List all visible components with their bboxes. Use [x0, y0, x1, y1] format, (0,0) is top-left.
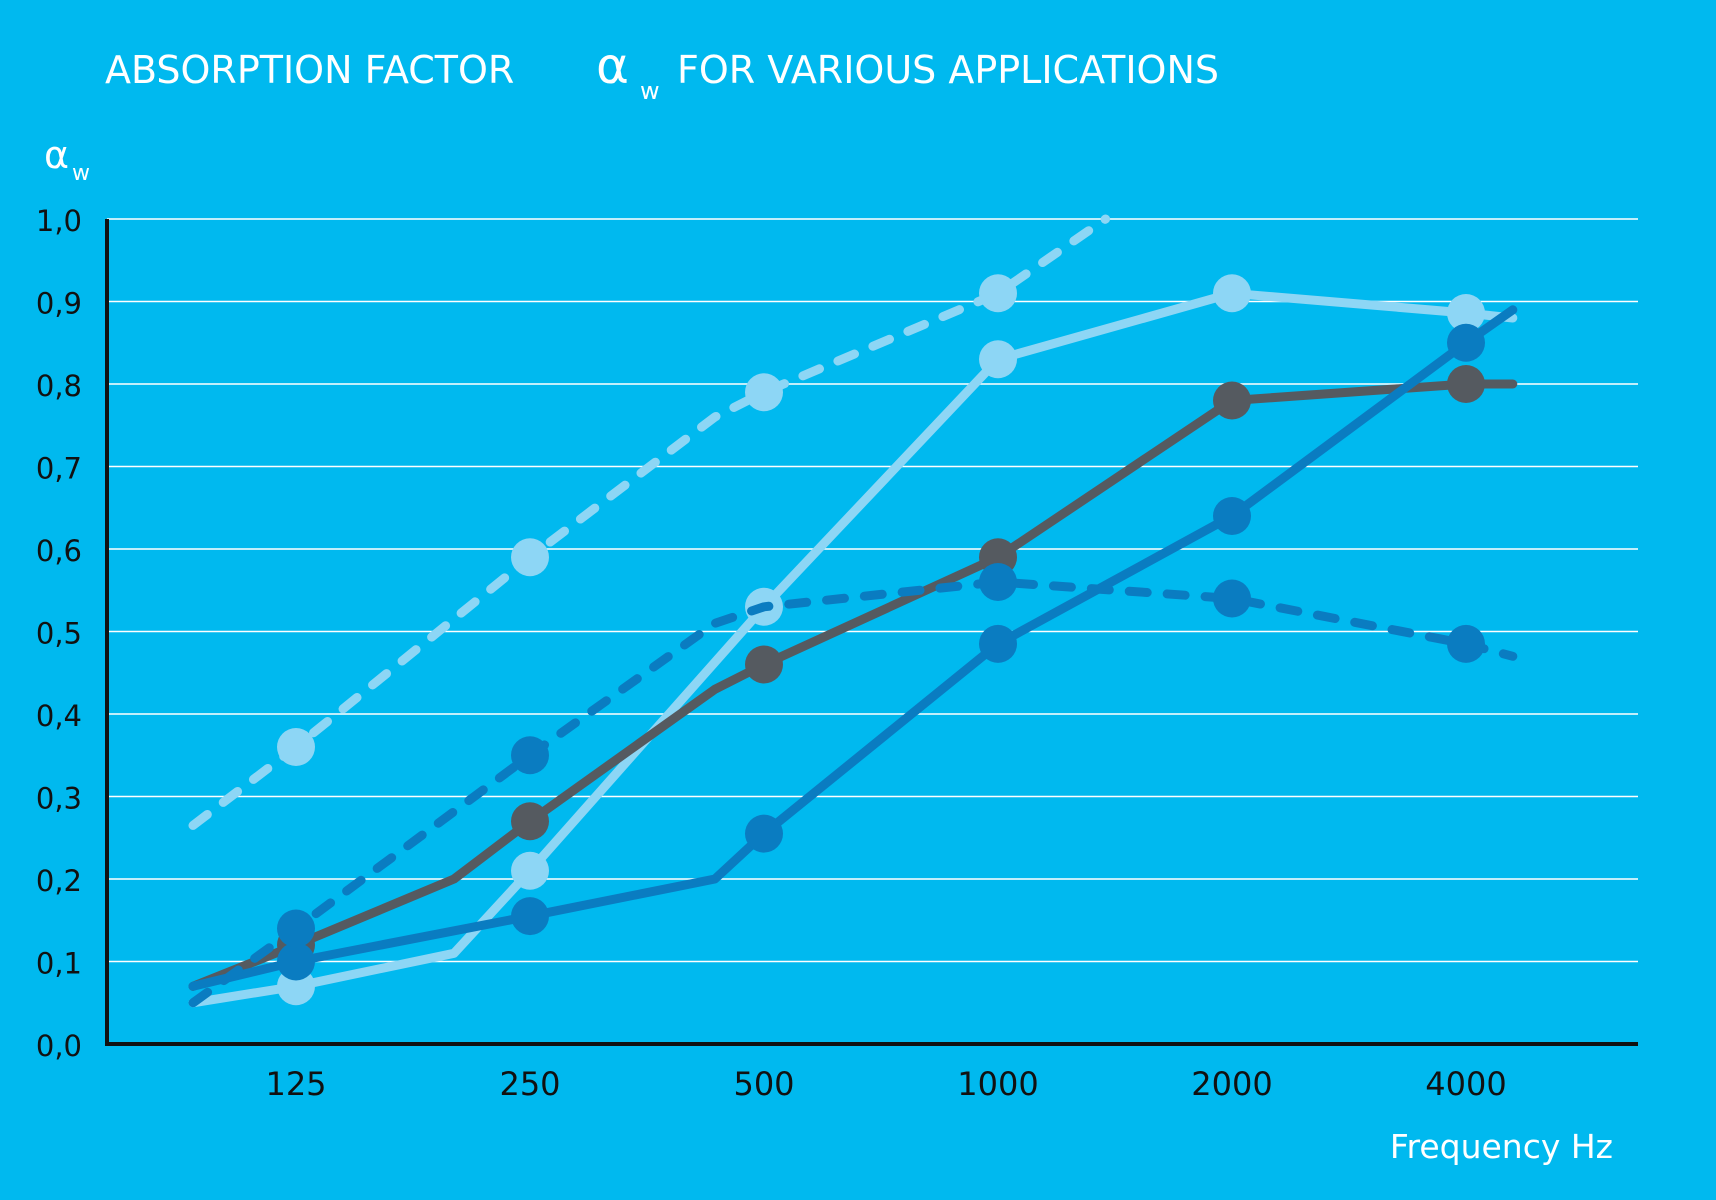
x-tick-label: 250	[499, 1065, 560, 1103]
data-point	[1447, 624, 1485, 663]
x-tick-label: 4000	[1425, 1065, 1506, 1103]
y-tick-label: 0,2	[36, 864, 82, 898]
series-line	[188, 379, 1518, 991]
data-point	[511, 538, 549, 577]
x-axis-label: Frequency Hz	[1390, 1127, 1613, 1166]
data-point	[1213, 381, 1251, 420]
x-tick-label: 1000	[957, 1065, 1038, 1103]
data-point	[979, 624, 1017, 663]
y-tick-label: 0,0	[36, 1029, 82, 1063]
data-point	[1213, 274, 1251, 313]
series-light-dashed	[188, 214, 1111, 830]
y-axis-subscript: w	[72, 161, 90, 186]
y-axis-symbol: α	[44, 133, 69, 177]
x-tick-label: 500	[733, 1065, 794, 1103]
chart-title-subscript: w	[640, 77, 660, 105]
data-point	[979, 340, 1017, 379]
series-blue-dashed	[188, 563, 1518, 1008]
chart-title-part1: ABSORPTION FACTOR	[105, 48, 514, 92]
series-blue-solid	[188, 305, 1518, 991]
data-point	[1213, 579, 1251, 618]
data-point	[511, 802, 549, 841]
chart-title-part2: FOR VARIOUS APPLICATIONS	[677, 48, 1219, 92]
data-point	[1213, 497, 1251, 535]
y-tick-label: 0,4	[36, 699, 82, 733]
series-line	[188, 577, 1518, 1008]
y-tick-label: 0,1	[36, 947, 82, 981]
data-point	[1447, 294, 1485, 333]
series-line	[188, 305, 1518, 991]
y-tick-label: 0,3	[36, 782, 82, 816]
chart-title-symbol: α	[596, 37, 629, 95]
y-tick-label: 0,9	[36, 287, 82, 321]
y-tick-label: 0,8	[36, 369, 82, 403]
data-point	[745, 373, 783, 412]
series-line	[188, 288, 1518, 1008]
data-point	[979, 274, 1017, 313]
x-tick-label: 125	[265, 1065, 326, 1103]
data-point	[1447, 323, 1485, 362]
data-point	[511, 851, 549, 890]
data-point	[511, 736, 549, 775]
data-point	[277, 909, 315, 948]
data-point	[745, 645, 783, 684]
data-point	[1447, 365, 1485, 403]
y-tick-label: 0,6	[36, 534, 82, 568]
y-tick-label: 0,5	[36, 617, 82, 651]
data-point	[745, 814, 783, 853]
y-tick-label: 1,0	[36, 204, 82, 238]
y-tick-label: 0,7	[36, 452, 82, 486]
x-tick-label: 2000	[1191, 1065, 1272, 1103]
data-point	[277, 942, 315, 981]
data-point	[277, 728, 315, 766]
data-point	[511, 897, 549, 936]
data-point	[979, 563, 1017, 601]
